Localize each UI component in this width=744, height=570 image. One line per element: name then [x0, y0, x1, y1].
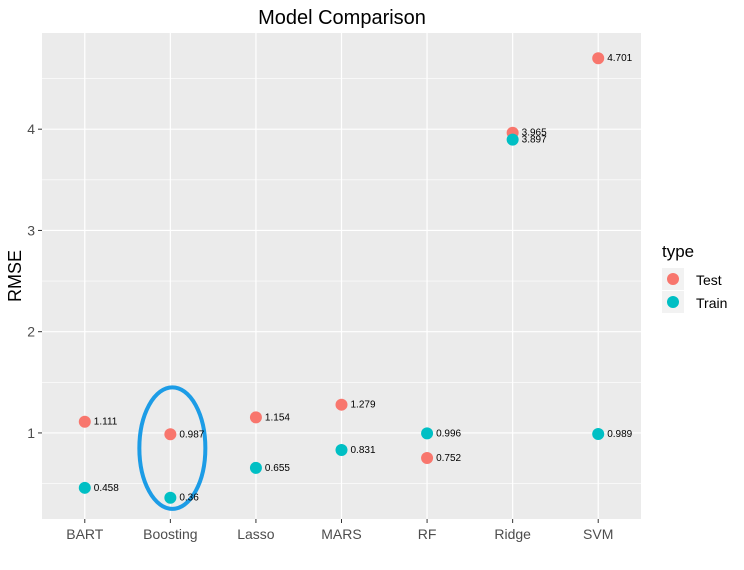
highlight-ellipse [137, 385, 208, 511]
data-label-test: 1.279 [351, 400, 376, 411]
data-label-train: 0.989 [607, 429, 632, 440]
point-test [335, 398, 348, 411]
data-label-layer: 1.111 0.987 1.154 1.279 0.752 3.965 4.701 0.458… [94, 53, 633, 504]
data-label-test: 0.752 [436, 453, 461, 464]
legend-marker-train [667, 296, 679, 308]
data-label-train: 3.897 [522, 135, 547, 146]
tick-layer: 1 2 3 4 BART Boosting Lasso MARS RF Ridge SVM [27, 121, 613, 542]
legend-label-train: Train [696, 295, 727, 311]
point-test [421, 452, 434, 465]
y-tick-label: 2 [27, 324, 35, 340]
data-label-test: 3.965 [522, 128, 547, 139]
point-train [164, 491, 177, 504]
y-tick-label: 3 [27, 222, 35, 238]
legend-marker-test [667, 273, 679, 285]
legend-title: type [662, 242, 694, 261]
y-axis-title: RMSE [5, 250, 25, 302]
point-test [249, 411, 262, 424]
x-tick-label: Ridge [494, 526, 531, 542]
x-tick-label: SVM [583, 526, 613, 542]
point-test [78, 415, 91, 428]
y-tick-label: 1 [27, 425, 35, 441]
data-label-test: 0.987 [179, 429, 204, 440]
data-label-test: 4.701 [607, 53, 632, 64]
point-train [506, 133, 519, 146]
data-label-train: 0.996 [436, 428, 461, 439]
annotation-layer [137, 385, 208, 511]
x-tick-label: RF [418, 526, 437, 542]
point-train [421, 427, 434, 440]
x-tick-label: BART [66, 526, 104, 542]
point-train [335, 444, 348, 457]
chart-title: Model Comparison [258, 7, 426, 29]
point-train [592, 428, 605, 441]
point-train [78, 481, 91, 494]
data-label-test: 1.154 [265, 412, 290, 423]
y-tick-label: 4 [27, 121, 35, 137]
data-label-train: 0.458 [94, 483, 119, 494]
data-label-train: 0.36 [179, 493, 199, 504]
legend-label-test: Test [696, 272, 722, 288]
point-test [592, 52, 605, 65]
point-train [249, 461, 262, 474]
x-tick-label: Boosting [143, 526, 197, 542]
data-label-train: 0.655 [265, 463, 290, 474]
x-tick-label: MARS [321, 526, 361, 542]
data-label-train: 0.831 [351, 445, 376, 456]
point-test [164, 428, 177, 441]
x-tick-label: Lasso [237, 526, 275, 542]
data-label-test: 1.111 [94, 417, 118, 428]
legend: type Test Train [662, 242, 727, 313]
point-layer [78, 52, 605, 504]
